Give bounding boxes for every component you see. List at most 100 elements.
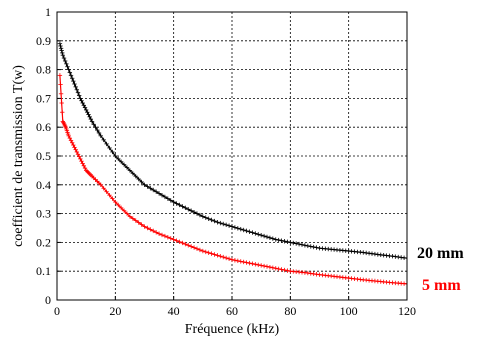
data-point [232, 225, 238, 230]
data-point [197, 212, 203, 218]
data-point [153, 230, 159, 235]
series-line [59, 43, 408, 259]
data-point [369, 251, 375, 256]
data-point [218, 254, 223, 259]
y-tick-label: 0.8 [36, 63, 51, 77]
data-point [89, 119, 95, 124]
data-point [60, 110, 65, 115]
data-point [238, 226, 243, 232]
data-point [73, 84, 78, 90]
data-point [361, 250, 366, 255]
data-point [250, 261, 255, 266]
data-point [203, 215, 208, 220]
data-point [250, 230, 255, 235]
data-point [197, 247, 203, 253]
data-point [136, 176, 141, 182]
data-point [83, 107, 89, 113]
data-point [156, 231, 162, 236]
data-point [58, 43, 63, 49]
data-point [76, 93, 82, 98]
data-point [159, 232, 165, 238]
data-point [276, 266, 281, 272]
data-point [191, 209, 197, 215]
axis-ticks: 0 20 40 60 80 100 120 0 0.1 0.2 0.3 0.4 0.5 0.6 0.7 0.8… [36, 5, 416, 318]
data-point [171, 237, 176, 242]
x-tick-label: 60 [226, 304, 238, 318]
y-tick-label: 0.5 [36, 149, 51, 163]
series-line [59, 75, 408, 285]
data-point [247, 229, 252, 234]
data-point [116, 202, 121, 208]
data-point [229, 257, 235, 262]
data-point [59, 100, 64, 106]
data-point [226, 256, 232, 262]
data-point [64, 61, 69, 67]
data-point [221, 254, 226, 260]
data-point [72, 145, 77, 150]
data-point [177, 239, 182, 245]
data-point [311, 244, 316, 250]
data-point [235, 258, 241, 264]
data-point [76, 154, 82, 159]
data-point [305, 243, 311, 249]
data-point [60, 53, 66, 58]
data-point [69, 140, 75, 145]
data-point [121, 162, 127, 167]
data-point [66, 133, 71, 139]
data-point [127, 168, 133, 173]
data-point [61, 55, 67, 61]
data-point [308, 271, 313, 276]
data-point [110, 149, 115, 155]
x-tick-label: 40 [168, 304, 180, 318]
data-point [372, 251, 378, 257]
data-point [186, 207, 191, 212]
data-point [215, 253, 220, 258]
data-point [142, 224, 147, 229]
data-point [215, 220, 220, 225]
data-point [256, 232, 261, 237]
data-point [296, 241, 302, 247]
data-point [82, 105, 88, 110]
x-tick-label: 80 [284, 304, 296, 318]
x-tick-label: 120 [398, 304, 416, 318]
data-point [139, 222, 144, 227]
data-point [223, 222, 229, 228]
series-label-20mm: 20 mm [417, 245, 464, 262]
data-point [258, 233, 264, 238]
data-point [67, 70, 73, 75]
data-point [390, 254, 395, 259]
data-point [80, 100, 85, 106]
data-point [59, 48, 64, 53]
data-point [267, 235, 273, 240]
data-point [121, 208, 127, 213]
data-point [85, 110, 90, 115]
data-point [398, 255, 404, 260]
data-point [177, 202, 182, 208]
data-point [82, 165, 88, 171]
data-point [226, 223, 232, 228]
data-point [68, 73, 74, 78]
data-point [191, 245, 197, 250]
data-point [78, 156, 83, 162]
data-point [258, 263, 264, 268]
data-point [308, 244, 313, 249]
y-tick-label: 1 [45, 5, 51, 19]
data-point [209, 251, 214, 256]
data-point [86, 112, 91, 117]
data-point [244, 228, 249, 234]
data-point [57, 41, 63, 46]
data-point [241, 259, 246, 265]
data-point [127, 214, 133, 219]
data-point [188, 244, 194, 249]
data-point [133, 173, 138, 179]
data-point [270, 265, 276, 270]
data-point [200, 214, 206, 219]
data-point [282, 239, 287, 244]
data-point [139, 179, 144, 185]
data-point [159, 192, 165, 198]
data-point [401, 281, 407, 286]
data-point [98, 182, 103, 187]
data-point [110, 196, 115, 201]
y-tick-label: 0.4 [36, 178, 51, 192]
